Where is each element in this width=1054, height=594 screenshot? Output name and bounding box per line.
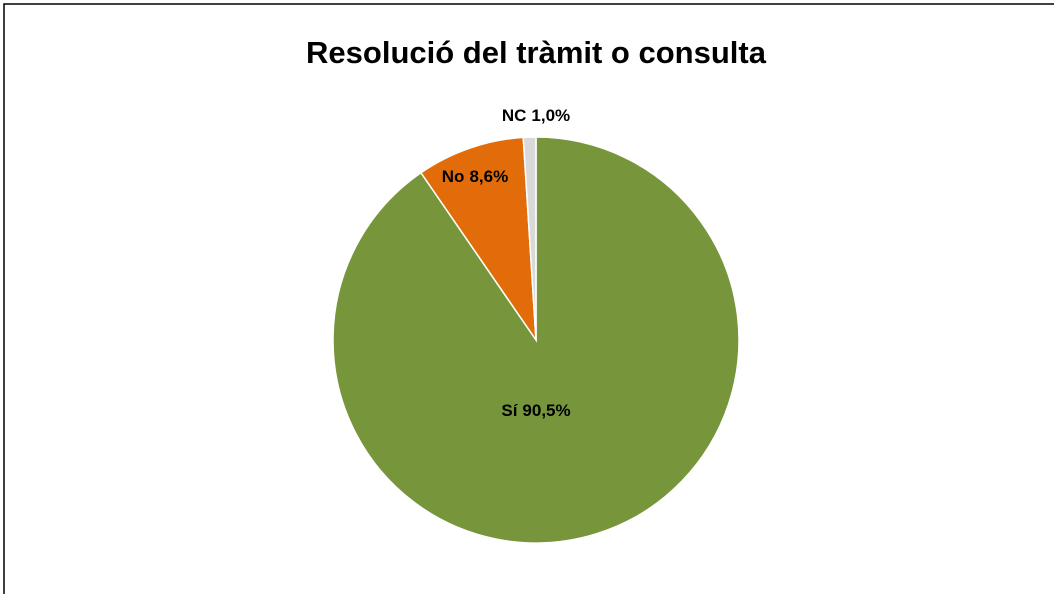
- pie-slice: [419, 136, 537, 343]
- value-label: 8,6%: [469, 167, 508, 186]
- data-label: Sí 90,5%: [501, 401, 570, 420]
- category-label: No: [442, 167, 465, 186]
- pie-slice: [522, 136, 537, 341]
- chart-title: Resolució del tràmit o consulta: [306, 35, 767, 70]
- category-label: Sí: [501, 401, 518, 420]
- data-label: No 8,6%: [442, 167, 508, 186]
- value-label: 1,0%: [531, 106, 570, 125]
- category-label: NC: [502, 106, 527, 125]
- data-label: NC 1,0%: [502, 106, 570, 125]
- value-label: 90,5%: [522, 401, 570, 420]
